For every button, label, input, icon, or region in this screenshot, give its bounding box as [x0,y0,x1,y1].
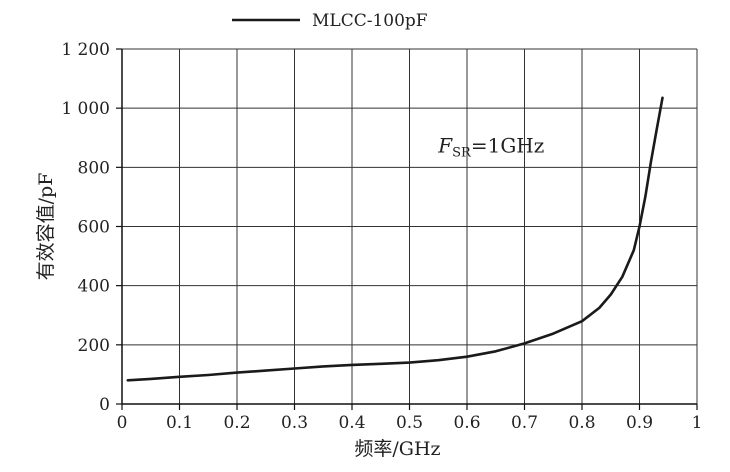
x-tick-label: 0 [117,413,128,433]
labels: 0 200 400 600 800 1 000 1 200 0 0.1 0.2 0.3 0.4 0.5 0… [35,40,702,460]
y-tick-label: 1 000 [61,99,110,119]
series-line-0 [126,96,664,382]
x-tick-label: 1 [692,413,703,433]
axes [116,48,698,410]
x-tick-label: 0.1 [166,413,193,433]
annotation-sub: SR [452,146,472,161]
y-tick-label: 400 [78,277,110,297]
y-tick-label: 1 200 [61,40,110,60]
x-tick-label: 0.8 [568,413,595,433]
x-tick-label: 0.9 [626,413,653,433]
x-tick-label: 0.3 [281,413,308,433]
x-tick-label: 0.2 [223,413,250,433]
y-tick-label: 600 [78,218,110,238]
x-tick-label: 0.6 [453,413,480,433]
fsr-annotation: FSR=1GHz [437,134,544,161]
x-tick-label: 0.5 [396,413,423,433]
y-tick-label: 200 [78,336,110,356]
x-axis-title: 频率/GHz [354,438,440,460]
annotation-rest: =1GHz [471,134,544,158]
x-tick-label: 0.7 [511,413,538,433]
y-tick-label: 0 [99,395,110,415]
x-tick-label: 0.4 [338,413,365,433]
legend: MLCC-100pF [232,11,428,31]
series-layer [126,96,664,382]
y-axis-title: 有效容值/pF [35,173,57,281]
grid [121,48,698,405]
annotation-main: F [437,134,453,158]
legend-label: MLCC-100pF [312,11,428,31]
y-tick-label: 800 [78,158,110,178]
